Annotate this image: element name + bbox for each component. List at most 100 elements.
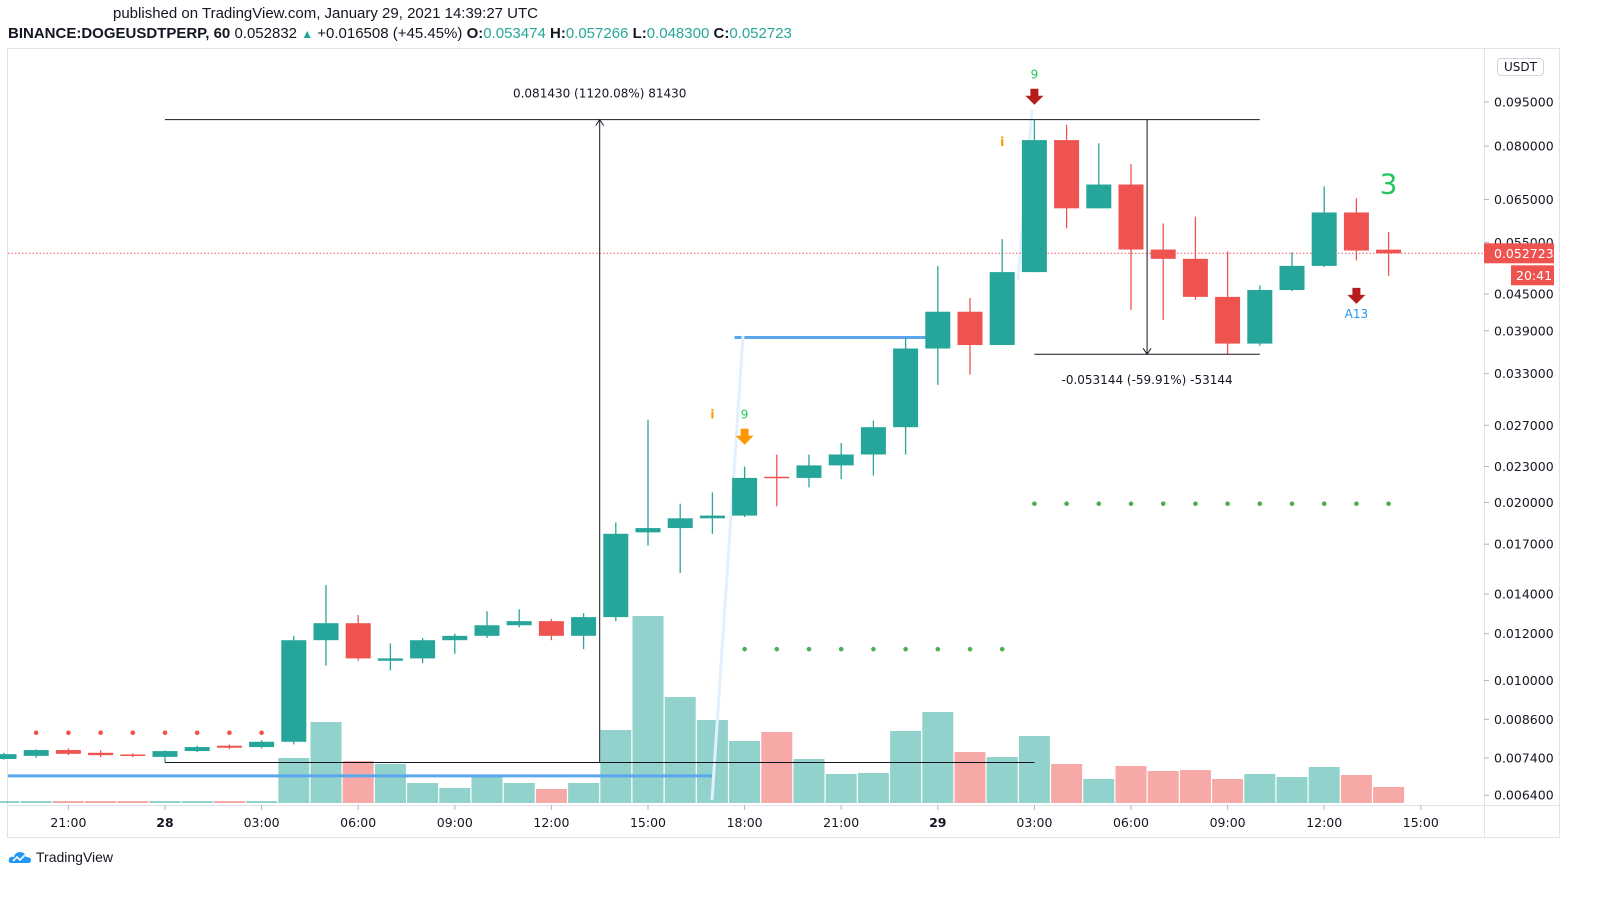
volume-bar [1051, 764, 1083, 803]
candle [1054, 124, 1080, 229]
indicator-dot [227, 730, 232, 736]
indicator-dot [1289, 501, 1295, 506]
volume-bar [1115, 766, 1147, 803]
candle-body [538, 621, 564, 636]
time-tick-label: 06:00 [340, 815, 376, 830]
volume-bar [600, 730, 632, 803]
volume-bar [213, 801, 245, 803]
signal-label: 9 [1031, 68, 1039, 82]
measure-tools[interactable]: 0.081430 (1120.08%) 81430 -0.053144 (-59.… [165, 87, 1260, 763]
candle [23, 749, 49, 758]
last-price-badge [1484, 243, 1554, 264]
time-tick-label: 21:00 [823, 815, 859, 830]
candle-body [603, 533, 629, 618]
candle-body [281, 640, 307, 742]
down-arrow-icon [735, 428, 754, 445]
indicator-dot [903, 646, 908, 652]
volume-bar [1018, 736, 1050, 803]
time-tick-label: 06:00 [1113, 815, 1149, 830]
candle-body [925, 311, 951, 349]
indicator-dot [130, 730, 136, 736]
open-value: 0.053474 [483, 25, 546, 42]
price-tick-label: 0.045000 [1494, 287, 1554, 302]
indicator-dot [259, 730, 264, 736]
tradingview-logo: TradingView [8, 849, 113, 865]
candle [1376, 232, 1402, 276]
candle-body [55, 750, 81, 754]
signal-label: A13 [1345, 307, 1368, 321]
indicator-dot [1064, 501, 1069, 506]
candle [55, 748, 81, 756]
time-tick-label: 03:00 [244, 815, 280, 830]
candle-body [377, 658, 403, 661]
indicator-dot [999, 646, 1005, 652]
indicator-dot [1193, 501, 1198, 506]
candle-body [1279, 265, 1305, 291]
candle [1021, 119, 1047, 273]
candle-body [957, 311, 983, 346]
countdown-label: 20:41 [1516, 268, 1552, 283]
volume-bar [439, 788, 471, 803]
volume-bar [857, 773, 889, 803]
candle [989, 239, 1015, 346]
signal-label: 9 [741, 408, 749, 422]
volume-bar [1276, 777, 1308, 803]
axes[interactable]: 0.0950000.0800000.0650000.0550000.045000… [50, 94, 1554, 830]
candle-body [442, 635, 468, 641]
price-tick-label: 0.065000 [1494, 192, 1554, 207]
indicator-dot [838, 646, 844, 652]
candle-body [699, 515, 725, 519]
volume-bar [117, 801, 149, 803]
measure-label: 0.081430 (1120.08%) 81430 [513, 87, 686, 101]
volume-bar [0, 801, 20, 803]
candle-body [1150, 249, 1176, 259]
volume-bar [181, 801, 213, 803]
candle [764, 454, 790, 507]
indicator-dot [1032, 501, 1037, 506]
trend-line [710, 335, 745, 801]
volume-bar [503, 783, 535, 803]
time-tick-label: 15:00 [630, 815, 666, 830]
price-change: +0.016508 (+45.45%) [317, 25, 463, 42]
currency-button[interactable]: USDT [1497, 58, 1544, 76]
volume-bar [632, 616, 664, 803]
candle [474, 611, 500, 639]
candle-body [184, 747, 210, 752]
candle [152, 750, 178, 763]
candle-body [667, 518, 693, 529]
candle-body [1376, 249, 1402, 254]
volume-bar [664, 697, 696, 803]
volume-bar [52, 801, 84, 803]
volume-bar [568, 783, 600, 803]
candle-body [88, 752, 114, 756]
volume-bar [729, 741, 761, 803]
time-tick-label: 03:00 [1016, 815, 1052, 830]
indicator-dot [774, 646, 780, 652]
candle-body [860, 427, 886, 455]
volume-bar [1179, 770, 1211, 803]
candle [925, 265, 951, 385]
low-label: L: [632, 25, 647, 42]
time-tick-label: 28 [156, 815, 173, 830]
price-tick-label: 0.023000 [1494, 459, 1554, 474]
candle-body [506, 621, 532, 626]
candle-body [23, 750, 49, 756]
candle-body [1343, 212, 1369, 251]
volume-bar [922, 712, 954, 803]
indicator-dot [935, 646, 941, 652]
indicator-dot [967, 646, 973, 652]
volume-bar [1083, 779, 1115, 803]
candle-body [1118, 184, 1144, 250]
candle [796, 454, 822, 488]
candle [120, 753, 146, 758]
volume-bar [1308, 767, 1340, 803]
candle [0, 752, 17, 760]
candle [249, 740, 275, 749]
arrow-up-icon [595, 118, 605, 126]
price-tick-label: 0.020000 [1494, 495, 1554, 510]
candle [1118, 164, 1144, 310]
price-tick-label: 0.006400 [1494, 788, 1554, 803]
high-value: 0.057266 [565, 25, 629, 42]
candle [1215, 251, 1241, 355]
